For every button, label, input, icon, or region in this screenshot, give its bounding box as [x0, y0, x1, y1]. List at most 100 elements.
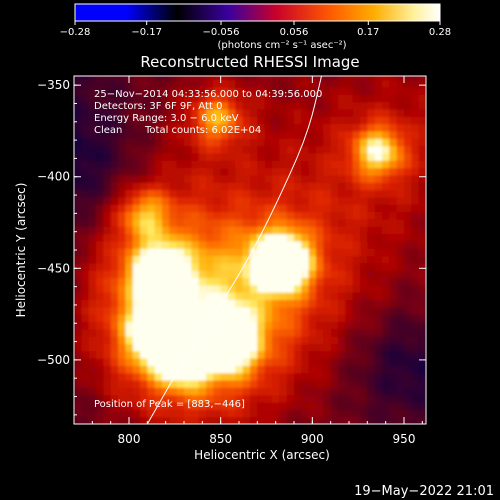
heatmap-cell — [279, 94, 288, 103]
heatmap-cell — [235, 262, 244, 271]
heatmap-cell — [184, 101, 192, 110]
heatmap-cell — [345, 365, 354, 374]
heatmap-cell — [206, 94, 214, 103]
heatmap-cell — [352, 233, 361, 242]
heatmap-cell — [338, 218, 346, 227]
heatmap-cell — [140, 336, 148, 344]
heatmap-cell — [264, 380, 273, 388]
heatmap-cell — [169, 380, 178, 388]
heatmap-cell — [330, 189, 339, 198]
heatmap-cell — [382, 123, 390, 132]
heatmap-cell — [360, 394, 368, 403]
heatmap-cell — [96, 130, 104, 139]
heatmap-cell — [338, 240, 346, 249]
heatmap-cell — [176, 174, 185, 183]
heatmap-cell — [228, 116, 236, 125]
heatmap-cell — [103, 314, 112, 322]
heatmap-cell — [257, 182, 266, 191]
heatmap-cell — [374, 277, 383, 286]
heatmap-cell — [404, 76, 412, 81]
heatmap-cell — [110, 240, 119, 249]
heatmap-cell — [81, 145, 90, 154]
heatmap-cell — [411, 372, 420, 381]
heatmap-cell — [286, 87, 295, 95]
heatmap-cell — [257, 189, 266, 198]
heatmap-cell — [250, 109, 258, 117]
heatmap-cell — [191, 167, 200, 176]
heatmap-cell — [360, 211, 368, 220]
heatmap-cell — [242, 218, 251, 227]
heatmap-cell — [330, 321, 339, 330]
heatmap-cell — [154, 79, 163, 88]
heatmap-cell — [308, 255, 317, 264]
heatmap-cell — [140, 240, 148, 249]
heatmap-cell — [191, 76, 200, 81]
heatmap-cell — [345, 145, 354, 154]
heatmap-cell — [184, 284, 192, 293]
heatmap-cell — [147, 109, 156, 117]
heatmap-cell — [316, 167, 324, 176]
heatmap-cell — [235, 94, 244, 103]
heatmap-cell — [257, 387, 266, 396]
heatmap-cell — [118, 328, 126, 337]
heatmap-cell — [396, 336, 405, 344]
heatmap-cell — [345, 358, 354, 366]
heatmap-cell — [191, 262, 200, 271]
heatmap-cell — [184, 138, 192, 147]
heatmap-cell — [154, 402, 163, 410]
heatmap-cell — [294, 87, 302, 95]
heatmap-cell — [418, 240, 426, 249]
heatmap-cell — [242, 160, 251, 169]
heatmap-cell — [184, 123, 192, 132]
heatmap-cell — [81, 204, 90, 213]
heatmap-cell — [257, 138, 266, 147]
heatmap-cell — [235, 174, 244, 183]
heatmap-cell — [228, 270, 236, 278]
heatmap-cell — [316, 402, 324, 410]
heatmap-cell — [162, 284, 170, 293]
heatmap-cell — [418, 87, 426, 95]
heatmap-cell — [272, 109, 280, 117]
heatmap-cell — [389, 402, 398, 410]
heatmap-cell — [352, 138, 361, 147]
heatmap-cell — [88, 226, 97, 235]
heatmap-cell — [345, 152, 354, 161]
heatmap-cell — [147, 123, 156, 132]
heatmap-cell — [213, 182, 222, 191]
heatmap-cell — [125, 182, 134, 191]
heatmap-cell — [345, 130, 354, 139]
heatmap-cell — [250, 402, 258, 410]
heatmap-cell — [374, 130, 383, 139]
heatmap-cell — [103, 123, 112, 132]
heatmap-cell — [162, 255, 170, 264]
heatmap-cell — [411, 416, 420, 424]
heatmap-cell — [81, 343, 90, 352]
heatmap-cell — [118, 109, 126, 117]
heatmap-cell — [389, 248, 398, 257]
heatmap-cell — [404, 79, 412, 88]
heatmap-cell — [418, 145, 426, 154]
heatmap-cell — [96, 101, 104, 110]
heatmap-cell — [154, 218, 163, 227]
heatmap-cell — [389, 262, 398, 271]
heatmap-cell — [176, 336, 185, 344]
heatmap-cell — [103, 152, 112, 161]
heatmap-cell — [140, 145, 148, 154]
heatmap-cell — [338, 336, 346, 344]
heatmap-cell — [96, 328, 104, 337]
heatmap-cell — [81, 416, 90, 424]
heatmap-cell — [272, 358, 280, 366]
heatmap-cell — [308, 372, 317, 381]
heatmap-cell — [132, 262, 141, 271]
heatmap-cell — [389, 314, 398, 322]
heatmap-cell — [206, 79, 214, 88]
heatmap-cell — [338, 204, 346, 213]
heatmap-cell — [345, 226, 354, 235]
heatmap-cell — [279, 255, 288, 264]
heatmap-cell — [257, 328, 266, 337]
heatmap-cell — [308, 292, 317, 300]
heatmap-cell — [81, 94, 90, 103]
heatmap-cell — [110, 255, 119, 264]
heatmap-cell — [125, 101, 134, 110]
heatmap-cell — [404, 116, 412, 125]
